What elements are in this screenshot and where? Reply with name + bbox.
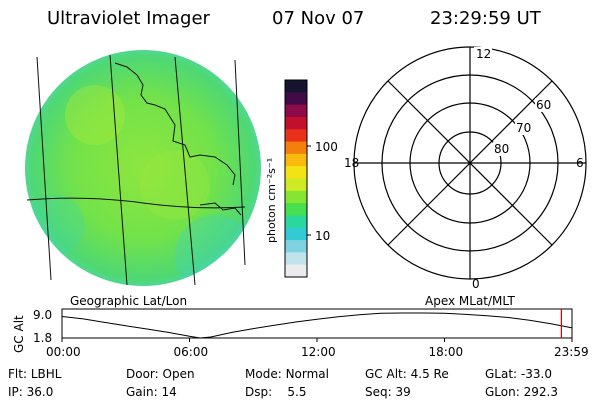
apex-caption: Apex MLat/MLT — [425, 294, 515, 308]
glat-value: -33.0 — [520, 367, 552, 381]
colorbar-cell — [285, 80, 307, 93]
mlt-label-6: 6 — [576, 156, 584, 170]
mode-value: Normal — [285, 367, 329, 381]
polar-diagonal-2 — [387, 80, 553, 246]
dsp-value: 5.5 — [287, 385, 307, 399]
ytick-1-8: 1.8 — [33, 331, 52, 345]
door-value: Open — [162, 367, 195, 381]
gcalt-label: GC Alt: — [365, 367, 407, 381]
mlat-label-80: 80 — [494, 142, 509, 156]
instrument-title: Ultraviolet Imager — [47, 8, 210, 29]
colorbar-tick-10: 10 — [315, 229, 331, 243]
mlat-label-60: 60 — [536, 98, 551, 112]
colorbar-cell — [285, 116, 307, 130]
uv-disk-image — [25, 50, 261, 286]
glon-label: GLon: — [485, 385, 520, 399]
glon-value: 292.3 — [523, 385, 558, 399]
seq-value: 39 — [395, 385, 411, 399]
colorbar-cell — [285, 129, 307, 143]
glat-label: GLat: — [485, 367, 518, 381]
mlt-label-0: 0 — [472, 277, 480, 291]
mlt-label-12: 12 — [476, 47, 491, 61]
colorbar-cell — [285, 92, 307, 106]
polar-plot: 12 6 0 18 60 70 80 — [344, 46, 587, 291]
colorbar-cell — [285, 215, 307, 229]
colorbar-cell — [285, 166, 307, 179]
xtick-label: 00:00 — [46, 345, 81, 359]
series-line-gc-alt — [61, 312, 573, 339]
gcalt-value: 4.5 Re — [410, 367, 449, 381]
mlt-label-18: 18 — [344, 156, 359, 170]
flt-value: LBHL — [30, 367, 62, 381]
geo-grid-lines — [26, 54, 246, 286]
colorbar-tick-100: 100 — [315, 140, 338, 154]
ip-label: IP: — [8, 385, 23, 399]
colorbar-cell — [285, 141, 307, 155]
geographic-image-panel — [25, 50, 261, 286]
colorbar-cell — [285, 104, 307, 118]
colorbar: photon cm⁻²s⁻¹ — [265, 79, 311, 278]
colorbar-cell — [285, 227, 307, 241]
gain-label: Gain: — [126, 385, 158, 399]
altitude-chart: GC Alt 9.0 1.8 00:00 06:00 12:00 18:00 23:59 — [12, 308, 589, 359]
chart-ylabel: GC Alt — [12, 315, 26, 353]
mlat-label-70: 70 — [516, 121, 531, 135]
date-label: 07 Nov 07 — [272, 8, 365, 29]
time-label: 23:29:59 UT — [430, 8, 541, 29]
colorbar-cell — [285, 203, 307, 216]
door-label: Door: — [126, 367, 159, 381]
coastline — [114, 62, 242, 216]
colorbar-cell — [285, 178, 307, 192]
colorbar-cell — [285, 190, 307, 204]
dsp-label: Dsp: — [245, 385, 273, 399]
colorbar-cell — [285, 252, 307, 266]
colorbar-cell — [285, 264, 307, 278]
flt-label: Flt: — [8, 367, 27, 381]
chart-frame — [61, 308, 573, 339]
colorbar-cell — [285, 240, 307, 253]
xtick-label: 18:00 — [429, 345, 464, 359]
geographic-caption: Geographic Lat/Lon — [70, 294, 188, 308]
seq-label: Seq: — [365, 385, 392, 399]
ip-value: 36.0 — [26, 385, 54, 399]
colorbar-unit-label: photon cm⁻²s⁻¹ — [265, 158, 278, 243]
xtick-label: 06:00 — [174, 345, 209, 359]
mode-label: Mode: — [245, 367, 282, 381]
xtick-label: 23:59 — [554, 345, 589, 359]
ytick-9-0: 9.0 — [33, 308, 52, 322]
colorbar-cell — [285, 153, 307, 167]
gain-value: 14 — [161, 385, 177, 399]
xtick-label: 12:00 — [301, 345, 336, 359]
